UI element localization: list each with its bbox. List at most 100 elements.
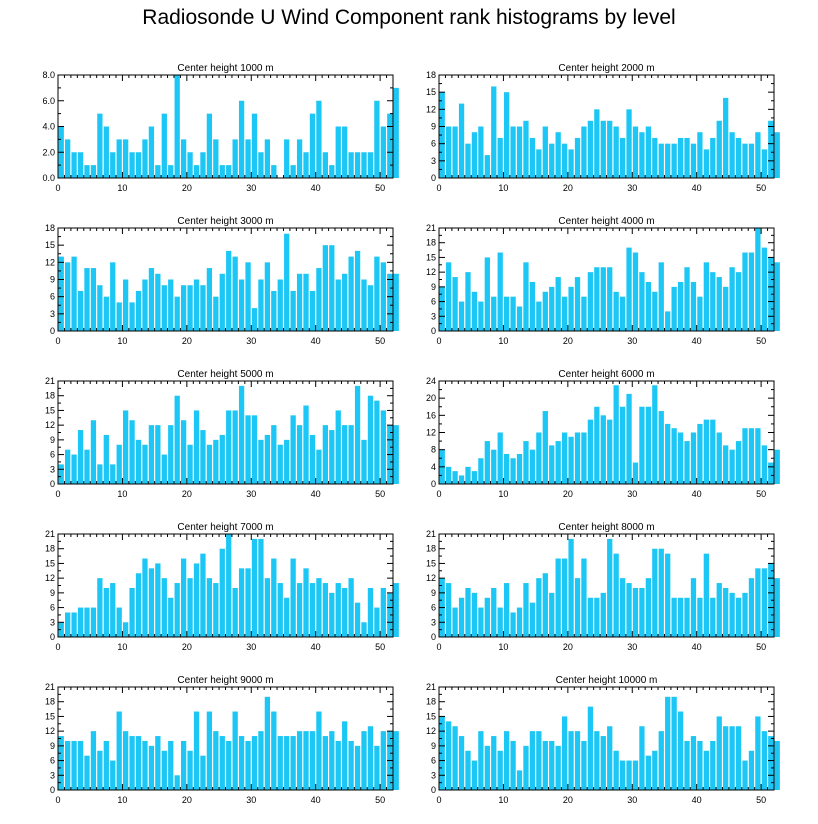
histogram-bar	[703, 750, 709, 790]
histogram-bar	[729, 592, 735, 637]
histogram-bar	[342, 425, 348, 484]
y-tick-label: 21	[426, 223, 436, 233]
histogram-bar	[142, 444, 148, 484]
x-tick-label: 40	[311, 795, 321, 805]
histogram-bar	[639, 406, 645, 484]
histogram-bar	[322, 583, 328, 637]
histogram-bar	[90, 165, 97, 179]
histogram-bar	[439, 286, 445, 331]
histogram-bar	[393, 731, 399, 790]
histogram-bar	[329, 245, 335, 331]
histogram-bar	[742, 143, 748, 178]
histogram-bar	[71, 612, 77, 637]
histogram-bar	[658, 143, 664, 178]
histogram-bar	[574, 578, 581, 637]
histogram-bar	[116, 302, 122, 331]
histogram-bar	[58, 622, 64, 637]
histogram-bar	[277, 279, 283, 331]
histogram-bar	[523, 120, 529, 178]
histogram-bar	[148, 425, 155, 484]
histogram-bar	[161, 454, 167, 484]
histogram-bar	[755, 568, 761, 637]
y-tick-label: 12	[426, 267, 436, 277]
y-tick-label: 4.0	[42, 122, 55, 132]
y-tick-label: 9	[431, 588, 436, 598]
panel-title: Center height 4000 m	[558, 216, 654, 227]
histogram-bar	[568, 731, 574, 790]
histogram-bar	[484, 441, 490, 484]
histogram-bar	[213, 139, 219, 179]
histogram-bar	[761, 731, 767, 790]
x-tick-label: 50	[756, 489, 766, 499]
histogram-bar	[264, 262, 271, 331]
histogram-bar	[123, 139, 129, 179]
histogram-bar	[755, 228, 761, 331]
histogram-bar	[387, 273, 393, 331]
histogram-bar	[58, 736, 64, 790]
histogram-bar	[748, 578, 755, 637]
y-tick-label: 12	[426, 573, 436, 583]
histogram-bar	[238, 279, 245, 331]
y-tick-label: 18	[45, 223, 55, 233]
x-tick-label: 50	[756, 336, 766, 346]
histogram-bar	[581, 558, 587, 637]
histogram-bar	[284, 597, 290, 637]
histogram-bar	[652, 385, 658, 484]
histogram-bar	[600, 120, 606, 178]
histogram-bar	[497, 607, 503, 637]
histogram-bar	[594, 406, 600, 484]
histogram-bar	[387, 113, 393, 179]
histogram-bar	[251, 308, 258, 331]
histogram-bar	[335, 410, 341, 484]
histogram-bar	[135, 439, 142, 484]
histogram-bar	[439, 716, 445, 790]
y-tick-label: 21	[426, 682, 436, 692]
histogram-panel: Center height 5000 m 0 10 20 30 40 50 0 3 6 9 12 15 1…	[45, 369, 399, 499]
x-tick-label: 0	[55, 795, 60, 805]
y-tick-label: 3	[431, 617, 436, 627]
histogram-bar	[129, 587, 135, 637]
histogram-bar	[542, 411, 548, 484]
x-tick-label: 0	[436, 336, 441, 346]
histogram-bar	[632, 126, 639, 178]
histogram-bar	[354, 385, 361, 484]
y-tick-label: 15	[426, 87, 436, 97]
histogram-bar	[677, 597, 684, 637]
histogram-bar	[607, 538, 613, 637]
histogram-bar	[658, 548, 664, 637]
histogram-bar	[103, 587, 109, 637]
y-tick-label: 0.0	[42, 173, 55, 183]
histogram-bar	[90, 268, 97, 331]
histogram-bar	[238, 100, 245, 178]
y-tick-label: 0	[431, 632, 436, 642]
histogram-bar	[497, 750, 503, 790]
histogram-bar	[446, 583, 452, 637]
histogram-bar	[129, 302, 135, 331]
histogram-bar	[71, 152, 77, 178]
histogram-bar	[316, 711, 322, 790]
histogram-bar	[335, 126, 341, 178]
histogram-bar	[549, 740, 555, 790]
histogram-bar	[761, 149, 767, 178]
histogram-bar	[303, 405, 309, 484]
y-tick-label: 0	[50, 479, 55, 489]
histogram-bar	[761, 568, 767, 637]
histogram-bar	[348, 152, 354, 178]
histogram-bar	[452, 126, 458, 178]
y-tick-label: 15	[45, 405, 55, 415]
histogram-bar	[97, 750, 103, 790]
histogram-bar	[716, 583, 722, 637]
y-tick-label: 18	[426, 697, 436, 707]
histogram-bar	[374, 256, 380, 331]
x-tick-label: 20	[182, 336, 192, 346]
histogram-bar	[245, 262, 251, 331]
histogram-bar	[600, 415, 606, 484]
histogram-bar	[290, 558, 296, 637]
histogram-bar	[446, 126, 452, 178]
histogram-bar	[219, 434, 225, 484]
histogram-bar	[755, 716, 761, 790]
histogram-bar	[529, 137, 536, 178]
histogram-bar	[484, 257, 490, 331]
histogram-bar	[645, 578, 652, 637]
histogram-bar	[510, 126, 516, 178]
